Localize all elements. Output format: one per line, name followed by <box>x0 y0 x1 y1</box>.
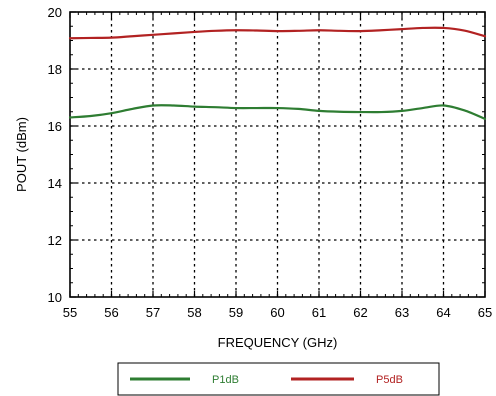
x-tick-label: 59 <box>229 305 243 320</box>
x-axis-title: FREQUENCY (GHz) <box>218 335 338 350</box>
axis-ticks <box>69 11 486 298</box>
legend: P1dB P5dB <box>117 362 440 396</box>
series-line-p1db <box>68 104 487 120</box>
y-tick-label: 12 <box>48 233 62 248</box>
grid <box>70 12 485 297</box>
series-line-p5db <box>68 26 487 40</box>
x-tick-label: 63 <box>395 305 409 320</box>
x-tick-label: 60 <box>270 305 284 320</box>
x-tick-label: 62 <box>353 305 367 320</box>
y-axis-title: POUT (dBm) <box>14 117 29 192</box>
x-tick-label: 64 <box>436 305 450 320</box>
x-tick-label: 57 <box>146 305 160 320</box>
x-tick-label: 55 <box>63 305 77 320</box>
y-tick-label: 18 <box>48 62 62 77</box>
y-tick-label: 16 <box>48 119 62 134</box>
y-tick-label: 20 <box>48 5 62 20</box>
legend-label-p5db: P5dB <box>376 374 403 386</box>
x-tick-label: 58 <box>187 305 201 320</box>
tick-labels: 55 56 57 58 59 60 61 62 63 64 65 10 12 14 16 18 20 <box>48 5 493 320</box>
series-lines <box>68 26 487 120</box>
x-tick-label: 56 <box>104 305 118 320</box>
legend-label-p1db: P1dB <box>212 374 239 386</box>
y-tick-label: 14 <box>48 176 62 191</box>
x-tick-label: 61 <box>312 305 326 320</box>
y-tick-label: 10 <box>48 290 62 305</box>
x-tick-label: 65 <box>478 305 492 320</box>
